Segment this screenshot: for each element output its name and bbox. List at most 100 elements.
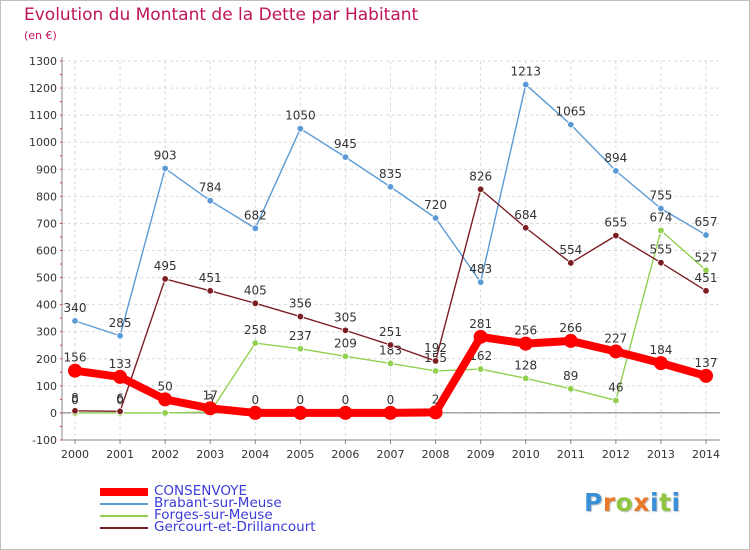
series-point-1	[206, 196, 214, 205]
data-label: 133	[109, 357, 132, 371]
data-label: 1065	[556, 105, 587, 119]
series-point-3	[522, 224, 530, 232]
series-point-0	[563, 333, 578, 348]
series-point-1	[386, 183, 395, 191]
series-point-3	[612, 231, 620, 240]
data-label: 237	[289, 329, 312, 343]
data-label: 555	[649, 243, 672, 257]
data-label: 0	[297, 393, 305, 407]
x-tick-label: 2001	[106, 448, 134, 461]
series-point-0	[428, 405, 443, 420]
series-point-3	[251, 299, 259, 307]
proxiti-logo: Proxiti	[584, 488, 681, 517]
series-point-2	[296, 345, 305, 353]
series-point-1	[702, 231, 710, 239]
x-tick-label: 2006	[331, 448, 359, 461]
data-label: 835	[379, 167, 402, 181]
legend-label: Brabant-sur-Meuse	[154, 495, 282, 511]
legend-swatch	[100, 503, 148, 505]
series-point-2	[657, 226, 665, 235]
data-label: 305	[334, 310, 357, 324]
series-point-1	[341, 153, 350, 161]
chart-title: Evolution du Montant de la Dette par Hab…	[24, 5, 419, 25]
data-label: 3	[206, 392, 214, 406]
y-tick-label: 600	[36, 245, 57, 258]
series-point-3	[657, 258, 665, 267]
y-tick-label: 300	[36, 326, 57, 339]
data-label: 50	[158, 379, 173, 393]
data-label: 527	[695, 250, 718, 264]
data-label: 89	[563, 369, 578, 383]
series-point-1	[161, 164, 169, 173]
legend-swatch	[100, 527, 148, 529]
series-point-3	[567, 259, 575, 267]
series-point-0	[608, 344, 623, 359]
data-label: 784	[199, 181, 222, 195]
data-label: 755	[649, 189, 672, 203]
series-point-3	[161, 275, 169, 283]
x-tick-label: 2007	[377, 448, 405, 461]
data-label: 903	[154, 148, 177, 162]
series-point-2	[431, 367, 440, 375]
x-tick-label: 2011	[557, 448, 585, 461]
series-point-2	[567, 385, 575, 393]
data-label: 227	[604, 331, 627, 345]
series-point-1	[567, 120, 575, 129]
series-point-3	[431, 357, 440, 365]
data-label: 554	[559, 243, 582, 257]
data-label: 2	[432, 392, 440, 406]
series-point-0	[473, 329, 488, 344]
legend-swatch	[100, 488, 148, 496]
series-point-0	[653, 356, 668, 371]
logo-letter: o	[615, 488, 634, 517]
data-label: 258	[244, 323, 267, 337]
data-label: 682	[244, 208, 267, 222]
logo-letter: P	[584, 488, 603, 517]
x-tick-label: 2008	[422, 448, 450, 461]
series-point-1	[612, 167, 620, 175]
series-point-2	[386, 359, 395, 368]
y-tick-label: 1100	[29, 109, 57, 122]
data-label: 46	[608, 380, 623, 394]
data-label: 0	[387, 393, 395, 407]
y-tick-label: -100	[32, 434, 57, 447]
data-label: 256	[514, 324, 537, 338]
data-label: 184	[649, 343, 672, 357]
data-label: 720	[424, 198, 447, 212]
data-label: 0	[116, 393, 124, 407]
y-tick-label: 800	[36, 190, 57, 203]
series-point-0	[383, 405, 398, 420]
legend-swatch	[100, 515, 148, 517]
x-tick-label: 2009	[467, 448, 495, 461]
data-label: 657	[695, 215, 718, 229]
series-point-3	[386, 341, 395, 349]
logo-letter: r	[602, 488, 616, 517]
series-point-0	[248, 405, 263, 420]
y-tick-label: 200	[36, 353, 57, 366]
data-label: 8	[71, 391, 79, 405]
x-tick-label: 2004	[241, 448, 269, 461]
legend-label: Forges-sur-Meuse	[154, 507, 273, 523]
series-point-2	[612, 396, 620, 405]
series-point-2	[161, 409, 169, 417]
x-tick-label: 2003	[196, 448, 224, 461]
series-point-1	[522, 80, 530, 89]
data-label: 451	[695, 271, 718, 285]
series-point-0	[293, 405, 308, 420]
y-tick-label: 1200	[29, 82, 57, 95]
data-label: 266	[559, 321, 582, 335]
legend-label: Gercourt-et-Drillancourt	[154, 519, 316, 535]
data-label: 156	[64, 351, 87, 365]
series-point-0	[203, 401, 218, 416]
y-tick-label: 900	[36, 163, 57, 176]
series-point-1	[251, 224, 259, 233]
legend-label: CONSENVOYE	[154, 483, 248, 499]
series-point-0	[158, 392, 173, 407]
data-label: 655	[604, 216, 627, 230]
y-tick-label: 100	[36, 380, 57, 393]
series-point-0	[113, 369, 128, 384]
series-point-3	[476, 185, 485, 194]
x-tick-label: 2013	[647, 448, 675, 461]
